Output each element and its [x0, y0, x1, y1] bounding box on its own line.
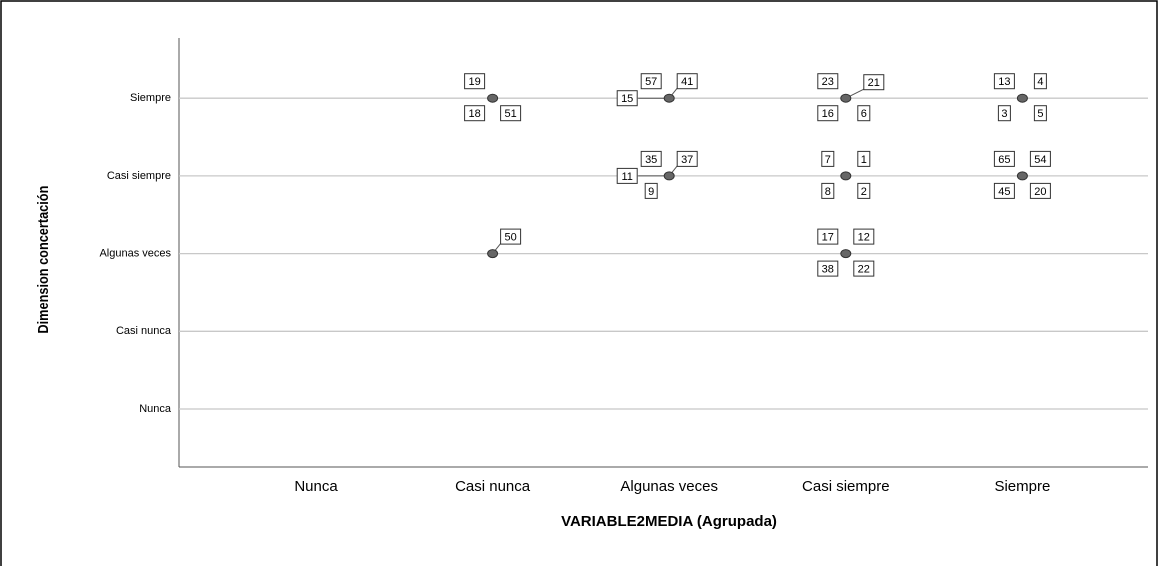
label-box [616, 167, 638, 184]
label-box [857, 105, 871, 122]
label-box [500, 228, 522, 245]
label-box [676, 150, 698, 167]
case-label: 4 [1037, 76, 1043, 88]
x-tick-label: Siempre [994, 478, 1050, 495]
case-label: 57 [645, 76, 657, 88]
case-label: 51 [504, 108, 516, 120]
case-label: 7 [825, 154, 831, 166]
label-box [993, 150, 1015, 167]
label-box [993, 182, 1015, 199]
case-label: 23 [822, 76, 834, 88]
label-box [817, 228, 839, 245]
label-box [644, 182, 658, 199]
label-box [857, 150, 871, 167]
label-box [500, 105, 522, 122]
case-label: 5 [1037, 108, 1043, 120]
case-label: 11 [621, 171, 632, 183]
case-label: 18 [468, 108, 480, 120]
label-box [640, 73, 662, 90]
x-tick-label: Algunas veces [620, 478, 718, 495]
point [663, 93, 675, 103]
label-box [857, 182, 871, 199]
case-label: 35 [645, 154, 657, 166]
point [487, 249, 499, 259]
case-label: 65 [998, 154, 1010, 166]
label-box [997, 105, 1011, 122]
label-box [464, 73, 486, 90]
y-tick-label: Algunas veces [99, 248, 171, 260]
case-label: 45 [998, 186, 1010, 198]
x-tick-label: Nunca [294, 478, 338, 495]
x-axis-title: VARIABLE2MEDIA (Agrupada) [561, 513, 777, 530]
point [1016, 171, 1028, 181]
case-label: 17 [822, 232, 834, 244]
point [487, 93, 499, 103]
label-box [616, 90, 638, 107]
point [840, 93, 852, 103]
y-tick-label: Casi nunca [116, 325, 172, 337]
y-tick-label: Nunca [139, 403, 172, 415]
case-label: 37 [681, 154, 693, 166]
y-axis-title: Dimension concertación [34, 186, 51, 334]
point [1016, 93, 1028, 103]
case-label: 15 [621, 93, 633, 105]
label-box [676, 73, 698, 90]
y-tick-label: Casi siempre [107, 170, 171, 182]
point [840, 249, 852, 259]
label-box [853, 260, 875, 277]
case-label: 8 [825, 186, 831, 198]
label-box [1029, 150, 1051, 167]
label-box [1033, 73, 1047, 90]
case-label: 1 [861, 154, 867, 166]
label-box [821, 182, 835, 199]
label-box [863, 74, 885, 91]
case-label: 3 [1001, 108, 1007, 120]
label-box [821, 150, 835, 167]
case-label: 54 [1034, 154, 1046, 166]
point [663, 171, 675, 181]
label-box [853, 228, 875, 245]
label-box [817, 73, 839, 90]
label-box [817, 105, 839, 122]
label-box [1029, 182, 1051, 199]
point [840, 171, 852, 181]
case-label: 12 [858, 232, 870, 244]
label-box [640, 150, 662, 167]
case-label: 19 [468, 76, 480, 88]
case-label: 16 [822, 108, 834, 120]
case-label: 21 [868, 77, 880, 89]
case-label: 20 [1034, 186, 1046, 198]
x-tick-label: Casi nunca [455, 478, 531, 495]
label-box [817, 260, 839, 277]
case-label: 2 [861, 186, 867, 198]
label-box [993, 73, 1015, 90]
label-box [1033, 105, 1047, 122]
case-label: 38 [822, 264, 834, 276]
x-tick-label: Casi siempre [802, 478, 890, 495]
case-label: 9 [648, 186, 654, 198]
case-label: 6 [861, 108, 867, 120]
case-label: 22 [858, 264, 870, 276]
label-box [464, 105, 486, 122]
case-label: 41 [681, 76, 693, 88]
case-label: 13 [998, 76, 1010, 88]
y-tick-label: Siempre [130, 92, 171, 104]
case-label: 50 [504, 232, 516, 244]
